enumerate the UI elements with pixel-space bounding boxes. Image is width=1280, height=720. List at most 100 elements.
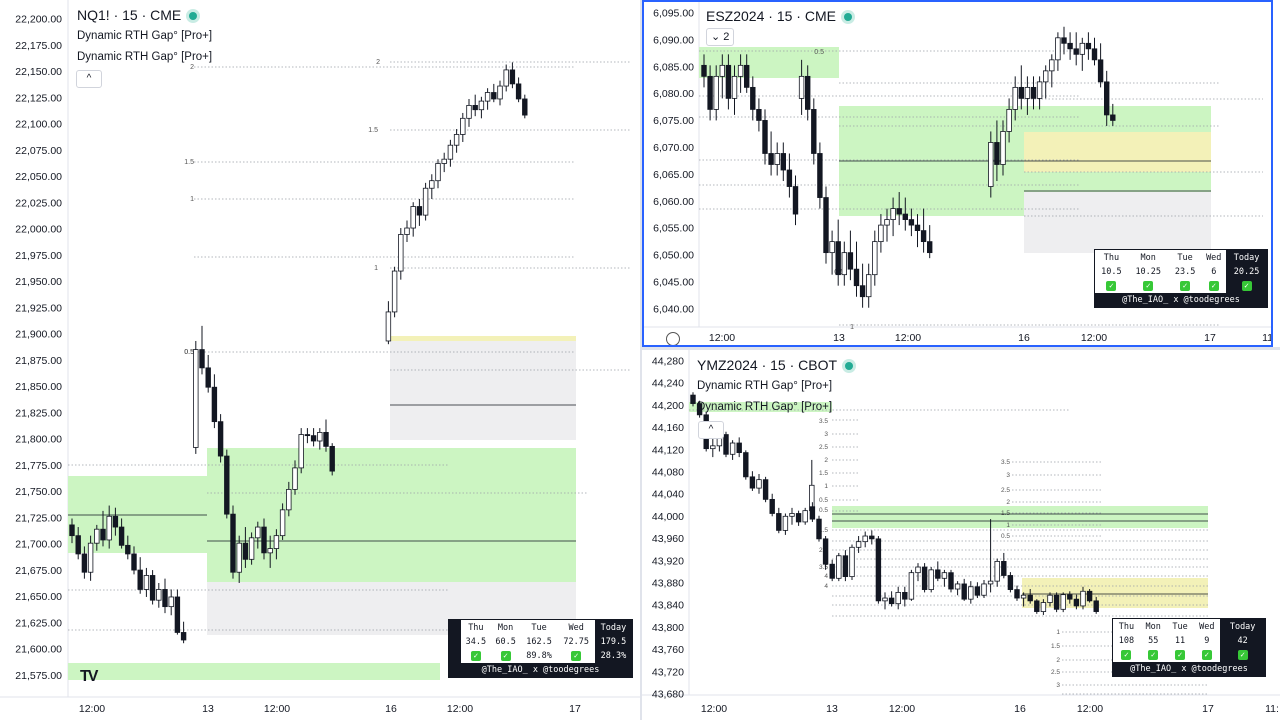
candle-body — [875, 538, 882, 602]
candle-body — [1073, 598, 1080, 607]
candle-body — [1040, 602, 1047, 612]
candle-body — [1085, 42, 1092, 50]
fib-level-label: 1.5 — [1051, 643, 1060, 650]
candle-body — [1110, 114, 1116, 121]
stats-header: Thu — [1118, 621, 1135, 632]
pane-divider-horizontal[interactable] — [642, 347, 1280, 350]
fib-level-label: 1.5 — [368, 127, 378, 134]
fib-level-label: 2 — [190, 64, 194, 71]
candle-body — [987, 580, 994, 585]
stats-header: Today — [594, 620, 632, 635]
candle-body — [292, 467, 298, 490]
check-icon: ✓ — [1106, 281, 1117, 291]
price-axis-label: 43,920 — [652, 555, 684, 567]
candle-body — [81, 553, 88, 573]
candle-body — [710, 445, 716, 450]
fib-level-label: 0.5 — [819, 507, 828, 514]
symbol-title[interactable]: NQ1! · 15 · CME — [77, 7, 198, 23]
symbol-title[interactable]: YMZ2024 · 15 · CBOT — [697, 357, 854, 373]
price-axis-label: 21,850.00 — [15, 381, 62, 393]
indicator-label[interactable]: Dynamic RTH Gap° [Pro+] — [697, 401, 833, 413]
gap-zone — [832, 506, 1208, 528]
candle-body — [786, 169, 793, 187]
candle-body — [248, 537, 255, 560]
price-axis-label: 6,045.00 — [653, 277, 694, 289]
candle-body — [435, 163, 441, 182]
candle-body — [1086, 590, 1093, 602]
candle-body — [1103, 81, 1110, 116]
candle-body — [731, 75, 738, 99]
candle-body — [106, 515, 112, 541]
candle-body — [255, 526, 261, 539]
collapse-legend-button[interactable]: ^ — [76, 70, 102, 88]
collapse-legend-button[interactable]: ^ — [698, 421, 724, 439]
candle-body — [981, 583, 987, 596]
chart-pane-ym[interactable]: 3.5 3 2.5 2 1.5 1 0.5 0.5 1.5 2 2.5 3 3.5 4 4 3.5 3 2.5 2 1… — [642, 350, 1280, 720]
collapsed-indicators-badge[interactable]: ⌄ 2 — [706, 28, 735, 46]
stats-value: 10.25 — [1135, 267, 1162, 277]
nq-chart-canvas[interactable]: 221.51.5110.50.522,200.0022,175.0022,150… — [0, 0, 640, 720]
price-axis-label: 21,600.00 — [15, 644, 62, 656]
chart-pane-es[interactable]: 0.50.516,095.006,090.006,085.006,080.006… — [642, 0, 1273, 347]
price-axis-label: 21,875.00 — [15, 355, 62, 367]
stats-header: Wed — [568, 622, 584, 633]
price-axis-label: 44,160 — [652, 422, 684, 434]
es-chart-canvas[interactable]: 0.50.516,095.006,090.006,085.006,080.006… — [644, 2, 1273, 347]
price-axis-label: 21,975.00 — [15, 250, 62, 262]
candle-body — [829, 241, 835, 254]
symbol-title[interactable]: ESZ2024 · 15 · CME — [706, 8, 852, 24]
stats-value: 34.5 — [465, 637, 487, 647]
candle-body — [224, 455, 230, 515]
fib-level-label: 4 — [824, 573, 828, 580]
time-axis-label: 12:00 — [701, 703, 727, 715]
pane-divider-vertical[interactable] — [640, 0, 642, 720]
time-axis-label: 13 — [202, 703, 214, 715]
indicator-label[interactable]: Dynamic RTH Gap° [Pro+] — [697, 380, 833, 392]
stats-header: Today — [1226, 250, 1267, 265]
time-axis-label: 11: — [1265, 703, 1279, 715]
candle-body — [112, 515, 119, 528]
candle-body — [205, 367, 211, 388]
candle-body — [1007, 575, 1014, 590]
candle-body — [310, 435, 317, 442]
candle-body — [329, 445, 335, 472]
price-axis-label: 21,950.00 — [15, 276, 62, 288]
fib-level-label: 2.5 — [819, 444, 828, 451]
candle-body — [1061, 37, 1067, 44]
candle-body — [921, 566, 928, 590]
candle-body — [1055, 37, 1061, 61]
fib-level-label: 0.5 — [1001, 533, 1010, 540]
stats-header: Today — [1220, 619, 1265, 634]
price-axis-label: 6,095.00 — [653, 8, 694, 20]
stats-header: Mon — [1145, 621, 1161, 632]
candle-body — [242, 542, 249, 560]
candle-body — [737, 64, 744, 77]
settings-gear-icon[interactable] — [666, 332, 680, 345]
check-icon: ✓ — [1148, 650, 1159, 660]
indicator-label[interactable]: Dynamic RTH Gap° [Pro+] — [77, 51, 213, 63]
chart-pane-nq[interactable]: 2 2 1.5 1.5 1 1 0.5 0.5 22,200.00 22,175.00 22,150… — [0, 0, 640, 720]
candle-body — [701, 64, 707, 77]
fib-level-label: 0.5 — [184, 349, 194, 356]
stats-header: Wed — [1199, 621, 1215, 632]
candle-body — [802, 510, 808, 523]
price-axis-label: 43,840 — [652, 600, 684, 612]
candle-body — [304, 434, 311, 437]
price-axis-label: 21,700.00 — [15, 539, 62, 551]
candle-body — [162, 589, 168, 608]
credit-text: @The_IAO_ x @toodegrees — [449, 663, 632, 677]
candle-body — [707, 75, 713, 110]
candle-body — [143, 575, 150, 590]
candle-body — [484, 92, 491, 102]
price-axis-label: 43,720 — [652, 666, 684, 678]
stats-value: 72.75 — [563, 637, 589, 647]
candle-body — [853, 268, 860, 287]
candle-body — [1049, 59, 1055, 72]
stats-header: Thu — [468, 622, 484, 633]
candle-body — [690, 394, 696, 404]
fib-level-label: 3.5 — [1001, 459, 1010, 466]
candle-body — [1030, 86, 1037, 99]
candle-body — [199, 349, 205, 369]
indicator-label[interactable]: Dynamic RTH Gap° [Pro+] — [77, 30, 213, 42]
candle-body — [398, 234, 404, 272]
